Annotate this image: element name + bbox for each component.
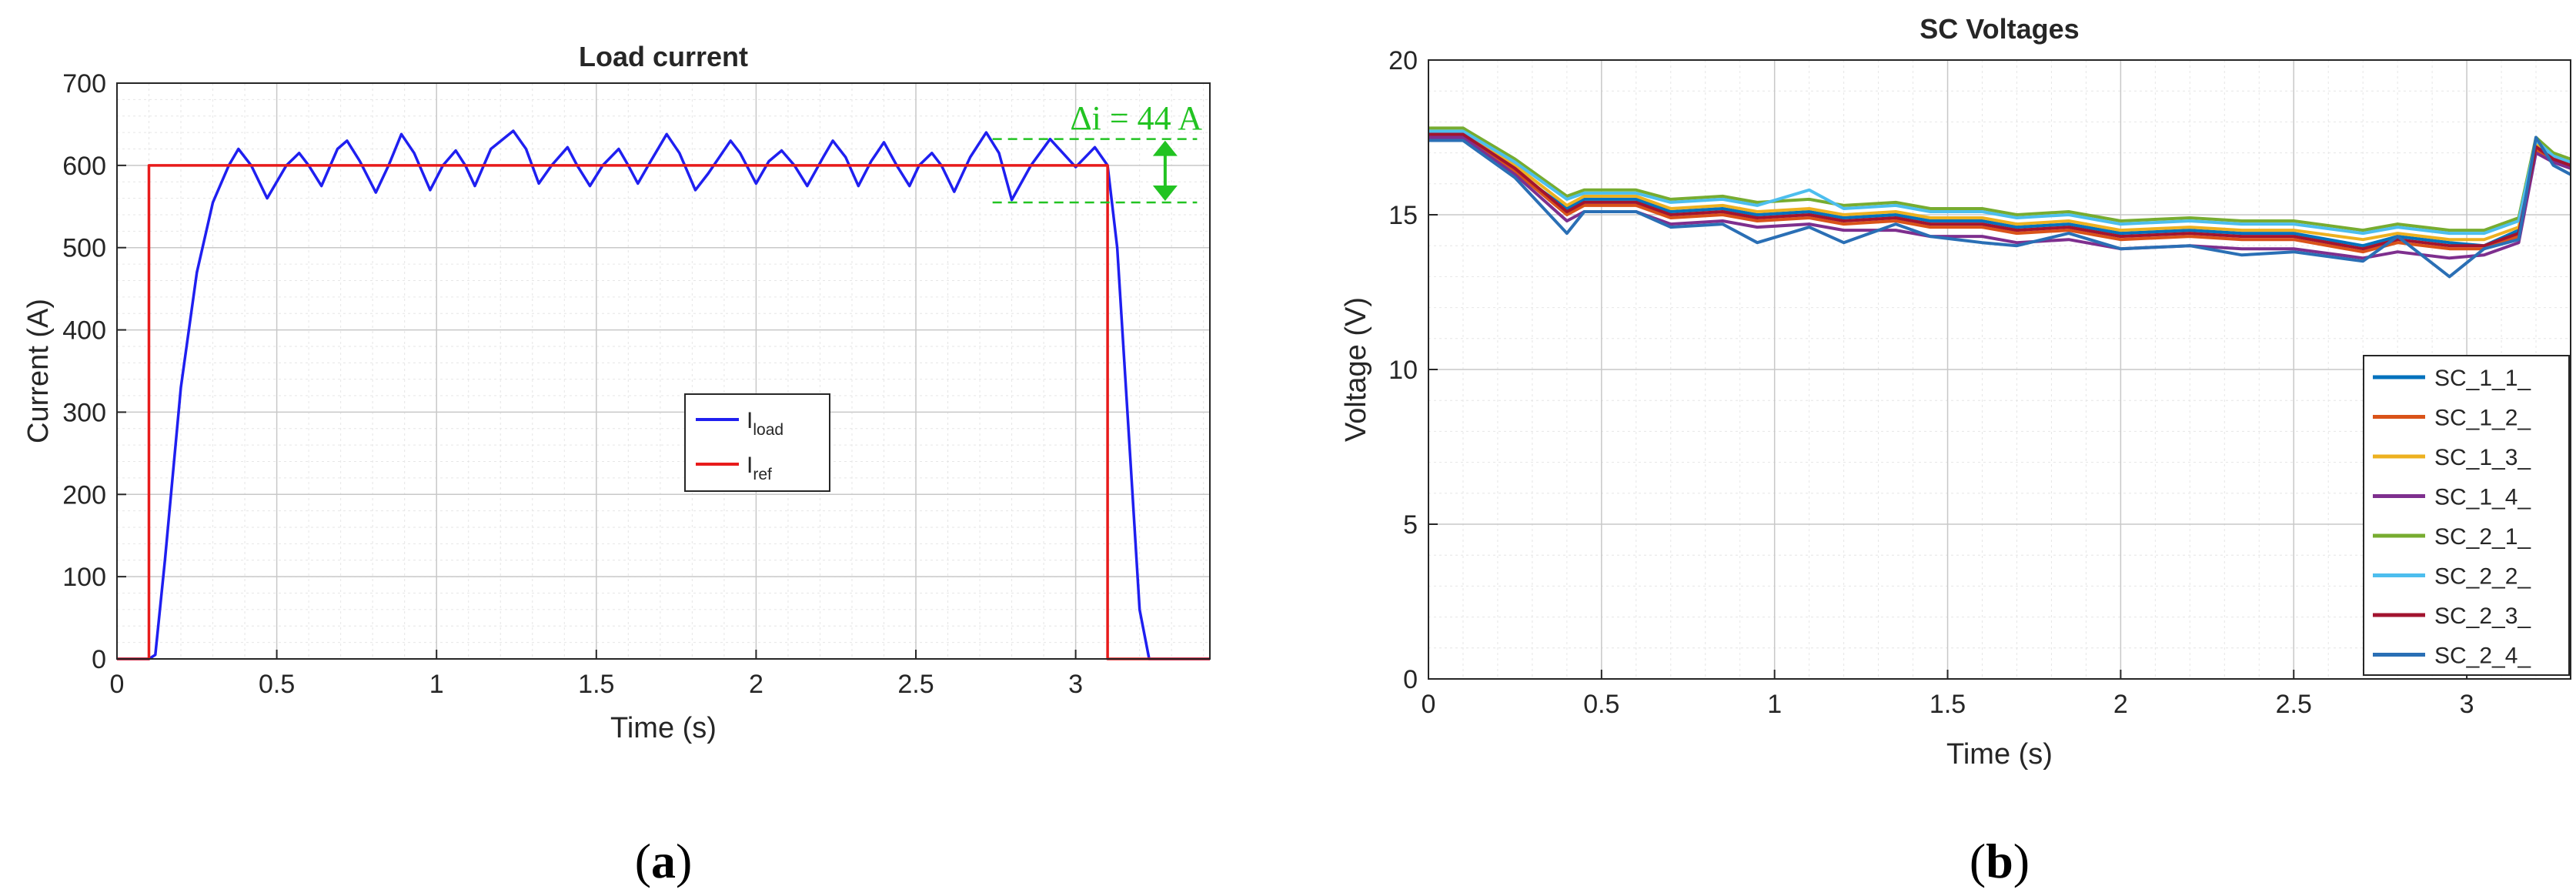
y-tick-label: 10 <box>1388 356 1418 385</box>
x-tick-label: 1.5 <box>1929 690 1966 719</box>
series-line-sc-2-1 <box>1428 126 2571 232</box>
sc-voltages-chart: 0 0.5 1 1.5 2 2.5 3 0 5 10 15 20 SC Voltages Time … <box>1340 13 2571 771</box>
legend-label-sc-1-2: SC_1_2_ <box>2434 406 2531 431</box>
annotation-arrow-down-icon <box>1152 185 1178 201</box>
x-tick-label: 1 <box>1767 690 1782 719</box>
y-tick-label: 5 <box>1403 510 1418 540</box>
y-tick-label: 100 <box>62 563 106 592</box>
x-tick-label: 0.5 <box>1583 690 1619 719</box>
plot-frame <box>116 82 1211 660</box>
series-line-sc-1-3 <box>1428 129 2571 242</box>
legend-label-load: Iload <box>747 408 783 439</box>
y-tick-label: 500 <box>62 234 106 263</box>
y-tick-labels: 0 100 200 300 400 500 600 700 <box>62 69 106 674</box>
y-tick-label: 20 <box>1388 46 1418 75</box>
x-tick-label: 0 <box>110 670 125 699</box>
legend-label-sc-2-2: SC_2_2_ <box>2434 564 2531 590</box>
x-tick-label: 1 <box>429 670 444 699</box>
y-axis-label: Current (A) <box>22 299 55 443</box>
x-tick-label: 0.5 <box>259 670 295 699</box>
y-axis-label: Voltage (V) <box>1340 297 1372 442</box>
load-current-chart: 0 0.5 1 1.5 2 2.5 3 0 100 200 300 400 500 600 700 Loa… <box>22 41 1211 744</box>
legend-label-sc-1-4: SC_1_4_ <box>2434 485 2531 510</box>
y-tick-label: 700 <box>62 69 106 99</box>
plot-frame <box>1428 59 2571 680</box>
x-tick-label: 2.5 <box>2276 690 2312 719</box>
x-tick-label: 3 <box>1068 670 1083 699</box>
series-line-sc-2-2 <box>1428 129 2571 236</box>
plot-area <box>117 83 1210 659</box>
legend-label-sc-2-3: SC_2_3_ <box>2434 603 2531 629</box>
x-tick-label: 2 <box>749 670 763 699</box>
x-tick-label: 3 <box>2460 690 2474 719</box>
x-axis-label: Time (s) <box>610 712 717 744</box>
series-line-sc-1-2 <box>1428 132 2571 254</box>
y-tick-label: 600 <box>62 152 106 181</box>
y-tick-label: 15 <box>1388 201 1418 230</box>
x-tick-labels: 0 0.5 1 1.5 2 2.5 3 <box>110 670 1084 699</box>
legend-box <box>2363 355 2570 676</box>
legend: Iload Iref <box>684 393 830 492</box>
legend-label-sc-1-1: SC_1_1_ <box>2434 366 2531 391</box>
y-tick-labels: 0 5 10 15 20 <box>1388 46 1418 694</box>
annotation-arrow-up-icon <box>1152 140 1178 156</box>
series-line-sc-2-4 <box>1428 135 2571 279</box>
x-tick-label: 2.5 <box>897 670 934 699</box>
y-tick-label: 0 <box>92 645 106 674</box>
x-tick-labels: 0 0.5 1 1.5 2 2.5 3 <box>1422 690 2474 719</box>
legend-label-ref: Iref <box>747 453 772 483</box>
legend-box <box>684 393 830 492</box>
chart-title: Load current <box>579 41 748 72</box>
y-tick-label: 300 <box>62 398 106 427</box>
series-line-sc-2-3 <box>1428 132 2571 251</box>
panel-label-b: (b) <box>1970 834 2030 888</box>
x-tick-label: 1.5 <box>578 670 614 699</box>
series-group <box>1428 126 2571 279</box>
annotation-text: Δi = 44 A <box>1070 99 1202 137</box>
legend: SC_1_1_ SC_1_2_ SC_1_3_ SC_1_4_ SC_2_1_ SC_2_… <box>2363 355 2570 676</box>
x-tick-label: 2 <box>2113 690 2128 719</box>
chart-title: SC Voltages <box>1919 13 2079 45</box>
y-tick-label: 400 <box>62 316 106 346</box>
legend-label-sc-2-4: SC_2_4_ <box>2434 644 2531 669</box>
legend-label-sc-2-1: SC_2_1_ <box>2434 524 2531 550</box>
x-tick-label: 0 <box>1422 690 1436 719</box>
x-axis-label: Time (s) <box>1946 738 2053 771</box>
legend-label-sc-1-3: SC_1_3_ <box>2434 445 2531 470</box>
delta-annotation: Δi = 44 A <box>992 99 1202 204</box>
y-tick-label: 200 <box>62 480 106 510</box>
y-tick-label: 0 <box>1403 665 1418 694</box>
panel-label-a: (a) <box>635 834 693 888</box>
